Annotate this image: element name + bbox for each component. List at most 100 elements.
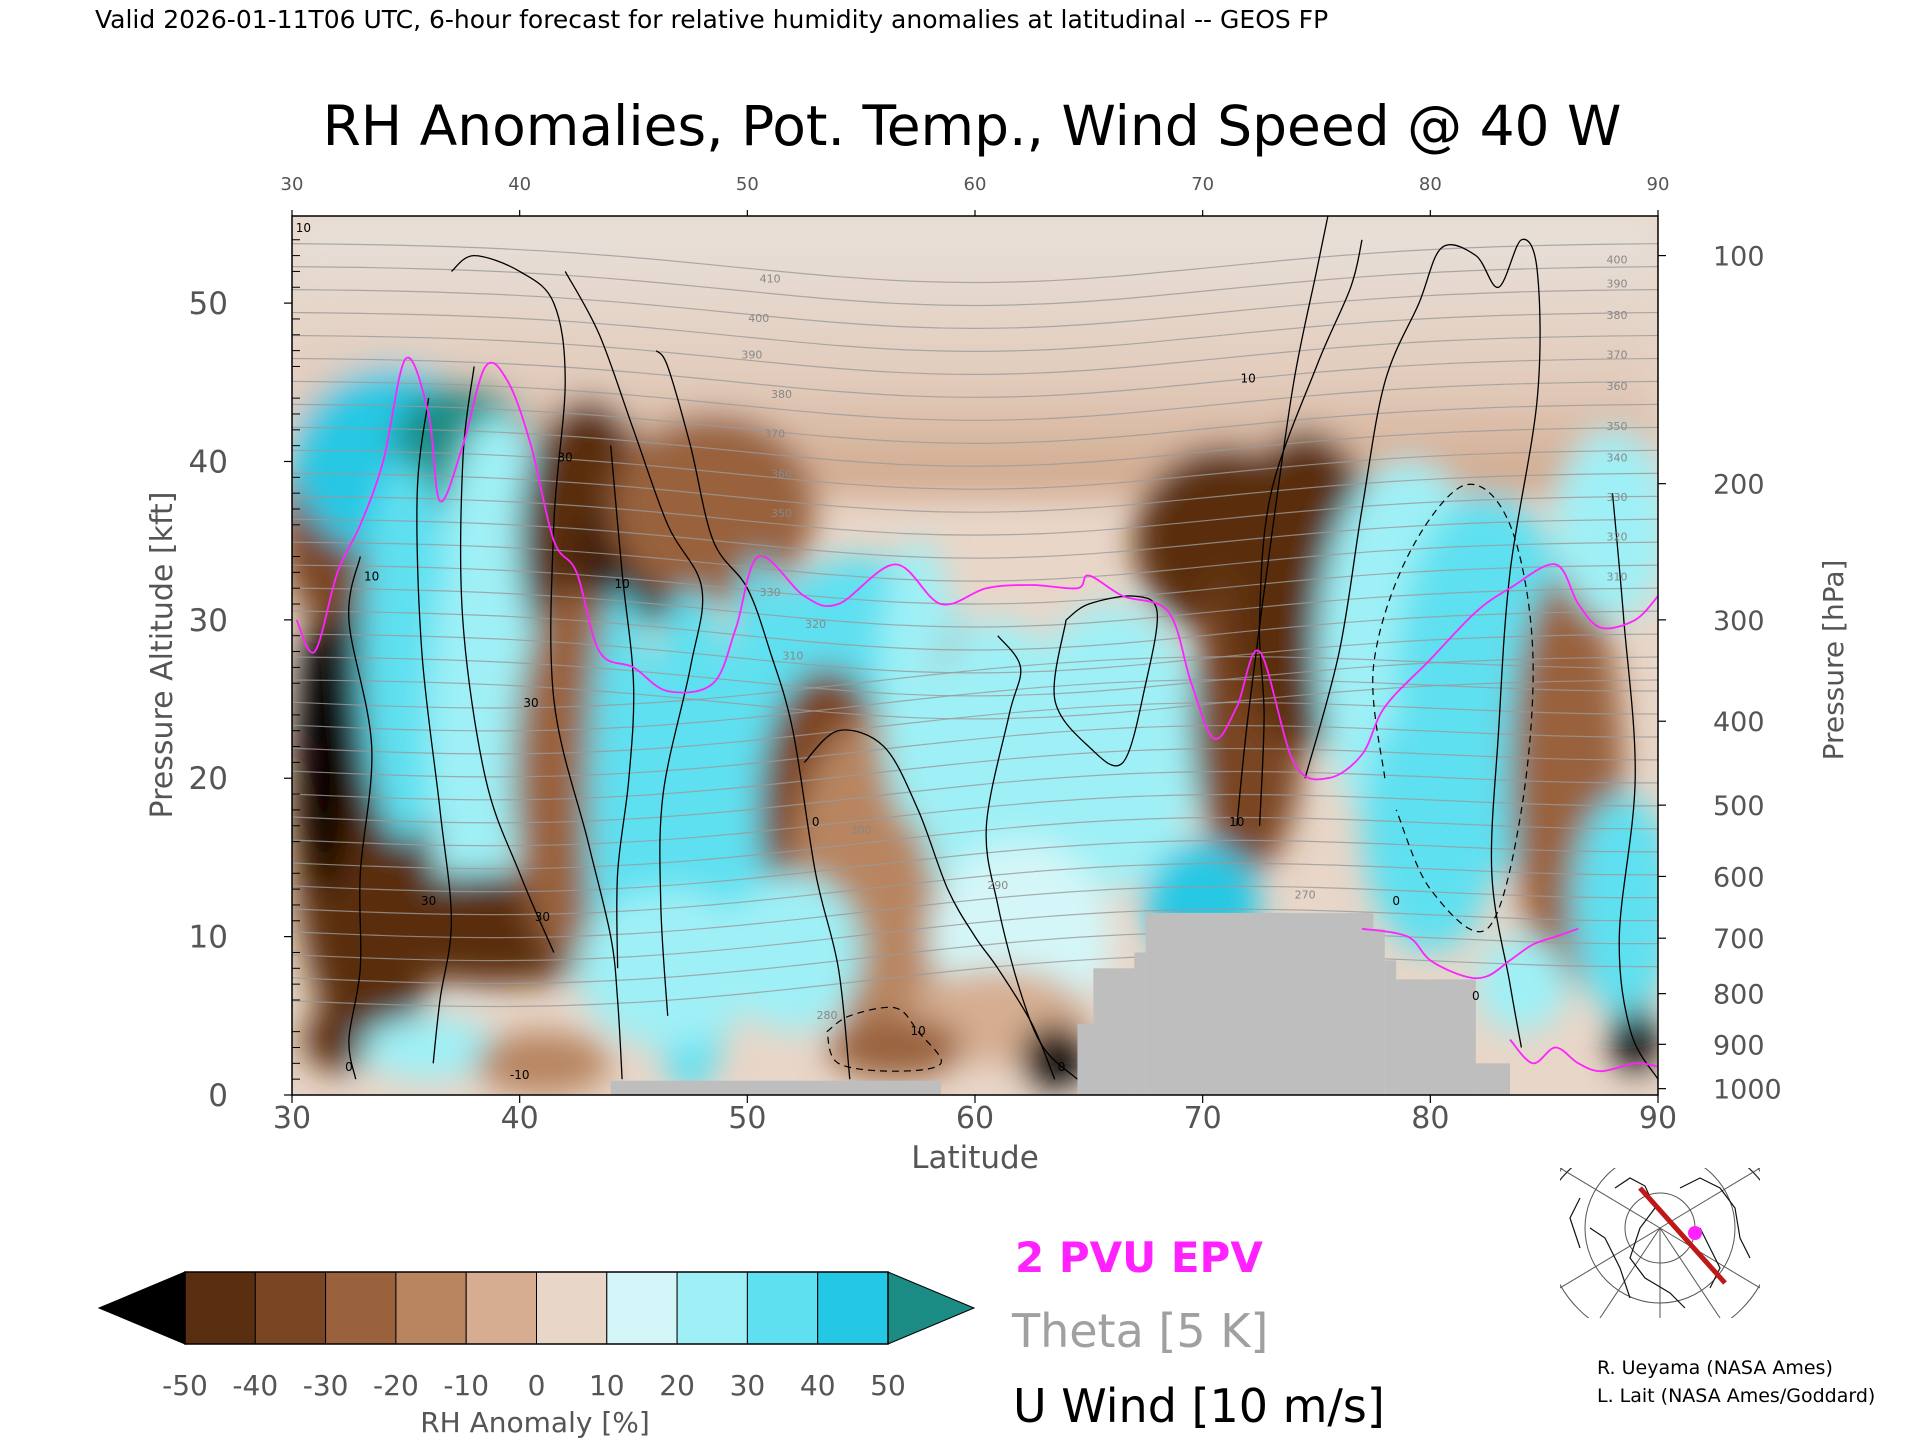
x-tick-label: 40 [501,1101,539,1136]
axis-tick-labels: 3030404050506060707080809090010203040501… [189,174,1782,1136]
pressure-tick-label: 400 [1713,707,1765,738]
theta-contour-label: 280 [817,1009,838,1022]
theta-contour-label: 300 [851,824,872,837]
colorbar-tick-label: 30 [730,1369,766,1402]
colorbar-frame [184,1271,889,1345]
theta-contour-line [292,656,1658,709]
theta-contour-line [292,587,1658,628]
theta-contour-line [292,541,1658,582]
wind-contour-label: 0 [1392,894,1400,908]
rh-anomaly-patch [1020,1023,1089,1088]
credit-1: R. Ueyama (NASA Ames) [1597,1357,1833,1379]
u-wind-contour-line [1236,216,1329,826]
legend-theta: Theta [5 K] [1011,1304,1268,1358]
colorbar-segment [465,1271,538,1345]
axis-ticks [284,210,1666,1103]
u-wind-negative-contour [1372,483,1534,933]
u-wind-contour-line [803,729,1056,1080]
wind-contour-label: 0 [1472,989,1480,1003]
theta-contour-label: 420 [1238,198,1259,211]
colorbar-tick-label: -50 [162,1369,208,1402]
rh-anomaly-patch [827,1015,964,1080]
rh-anomaly-patch [428,524,520,969]
colorbar-tick-label: -40 [232,1369,278,1402]
colorbar-segment [746,1271,819,1345]
terrain-block [1373,928,1385,1095]
rh-anomaly-patch [1020,604,1203,890]
u-wind-contour-line [459,366,555,953]
wind-contour-label: -10 [510,1068,530,1082]
theta-contour-line [292,266,1658,307]
theta-contour-line [292,839,1658,893]
pressure-tick-label: 100 [1713,242,1765,273]
pressure-tick-label: 600 [1713,862,1765,893]
theta-contour-line [292,701,1658,755]
theta-contour-label: 370 [1607,349,1628,362]
theta-contour-label: 360 [1607,380,1628,393]
theta-contour-line [292,724,1658,778]
x-tick-label: 80 [1411,1101,1449,1136]
pressure-tick-label: 300 [1713,606,1765,637]
y-axis-label-right: Pressure [hPa] [1817,560,1850,761]
wind-contour-label: 0 [1058,1060,1066,1074]
theta-contour-label: 410 [760,273,781,286]
theta-contour-line [292,403,1658,444]
theta-contour-line [292,747,1658,801]
theta-contour-label: 340 [760,547,781,560]
x-tick-label-top: 70 [1191,174,1214,195]
wind-contour-label: 30 [558,450,573,464]
contour-labels: 4204104003903803703603503403303203103002… [296,198,1628,1082]
y-tick-label: 30 [189,603,228,639]
pressure-tick-label: 500 [1713,791,1765,822]
u-wind-contour-line [416,398,453,1064]
theta-contour-label: 370 [764,428,785,441]
u-wind-contour-line [564,271,704,1016]
rh-anomaly-patch [303,1007,372,1072]
colorbar-segment [395,1271,467,1345]
wind-contour-label: 10 [910,1024,925,1038]
terrain-block [1145,912,1374,1095]
theta-contour-label: 310 [1607,570,1628,583]
terrain-block [1384,960,1397,1095]
wind-contour-label: 10 [1229,815,1244,829]
terrain-block [1093,968,1135,1095]
u-wind-contours [348,216,1658,1080]
theta-contour-line [292,862,1658,916]
colorbar-tick-label: 20 [659,1369,695,1402]
wind-contour-label: 0 [812,815,820,829]
pressure-tick-label: 700 [1713,924,1765,955]
colorbar-segment [536,1271,608,1345]
theta-contour-line [292,495,1658,536]
theta-contour-label: 320 [1607,531,1628,544]
credit-2: L. Lait (NASA Ames/Goddard) [1597,1385,1875,1407]
colorbar-segment [817,1271,889,1345]
x-tick-label: 30 [273,1101,311,1136]
x-tick-label: 70 [1184,1101,1222,1136]
epv-2pvu-line [295,356,1658,781]
pressure-tick-label: 200 [1713,470,1765,501]
colorbar-tick-label: -20 [373,1369,419,1402]
theta-contour-label: 340 [1607,451,1628,464]
theta-contour-line [292,449,1658,490]
colorbar-tick-label: 50 [870,1369,906,1402]
rh-anomaly-field [292,216,1658,1095]
wind-contour-label: 30 [535,910,550,924]
y-tick-label: 40 [189,444,228,480]
theta-contour-label: 330 [1607,491,1628,504]
rh-anomaly-patch [1555,429,1658,620]
inset-location-marker [1688,1226,1702,1240]
colorbar-tick-label: -30 [303,1369,349,1402]
theta-contour-line [292,633,1658,674]
theta-contour-line [292,289,1658,330]
theta-contour-label: 320 [805,618,826,631]
rh-anomaly-patch [576,889,759,1048]
y-tick-label: 10 [189,920,228,956]
wind-contour-label: 30 [421,894,436,908]
x-tick-label: 50 [728,1101,766,1136]
legend-epv: 2 PVU EPV [1015,1233,1263,1282]
plot-area: 4204104003903803703603503403303203103002… [189,174,1782,1136]
colorbar-low-arrow [97,1271,186,1345]
theta-contour-line [292,564,1658,605]
theta-contour-line [292,610,1658,651]
